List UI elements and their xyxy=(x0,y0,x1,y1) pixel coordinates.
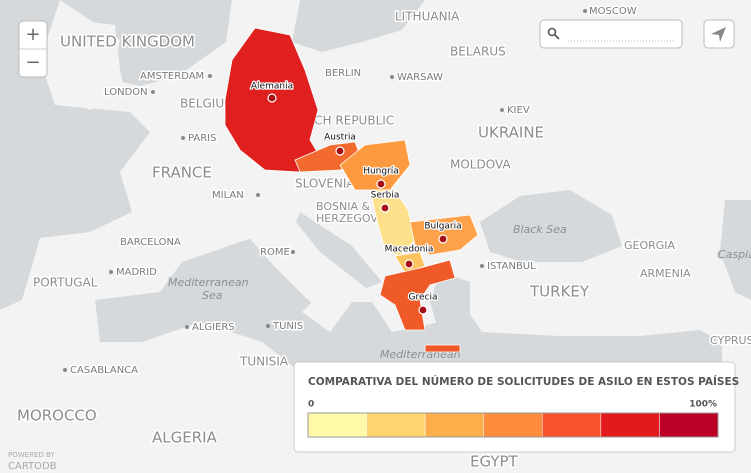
country-name: Alemania xyxy=(251,82,293,92)
legend-border xyxy=(307,412,719,438)
country-label: UNITED KINGDOM xyxy=(60,33,195,51)
country-label: CYPRUS xyxy=(710,334,751,347)
city-label: ALGIERS xyxy=(192,322,235,333)
country-shape xyxy=(379,259,461,353)
city-label: ISTANBUL xyxy=(487,261,536,272)
country-label: FRANCE xyxy=(152,164,212,182)
country-label: MOROCCO xyxy=(17,407,97,425)
country-label: SLOVENIA xyxy=(295,177,355,191)
attribution: POWERED BY xyxy=(8,451,55,459)
legend-swatch xyxy=(542,412,602,438)
city-label: TUNIS xyxy=(272,321,303,332)
legend-swatch xyxy=(366,412,426,438)
country-label: BOSNIA & xyxy=(316,200,370,213)
country-label: BELARUS xyxy=(450,45,506,59)
legend-swatch xyxy=(600,412,660,438)
city-label: PARIS xyxy=(188,133,216,144)
country-label: UKRAINE xyxy=(478,124,544,142)
legend-swatch xyxy=(424,412,484,438)
locate-button[interactable] xyxy=(703,19,735,49)
country-label: ALGERIA xyxy=(152,429,218,447)
city-label: AMSTERDAM xyxy=(140,71,204,82)
sea-label: Black Sea xyxy=(513,223,567,236)
city-label: MILAN xyxy=(212,190,244,201)
country-label: MOLDOVA xyxy=(450,158,511,172)
sea-label: Sea xyxy=(202,289,223,302)
land-overlay xyxy=(62,20,342,316)
country-label: EGYPT xyxy=(470,453,519,471)
city-label: MOSCOW xyxy=(589,6,637,17)
country-label: TUNISIA xyxy=(239,355,289,369)
legend-min: 0 xyxy=(308,400,314,410)
legend-max: 100% xyxy=(689,400,717,410)
country-name: Austria xyxy=(324,133,356,143)
legend: COMPARATIVA DEL NÚMERO DE SOLICITUDES DE… xyxy=(293,361,739,453)
country-label: LITHUANIA xyxy=(395,10,460,24)
sea-label: Caspian Sea xyxy=(718,248,751,261)
city-label: CASABLANCA xyxy=(70,365,138,376)
country-label: PORTUGAL xyxy=(33,276,98,290)
country-label: GEORGIA xyxy=(624,239,676,252)
country-shape xyxy=(339,139,411,191)
country-label: TURKEY xyxy=(529,283,590,301)
city-label: WARSAW xyxy=(397,72,443,83)
city-label: KIEV xyxy=(507,105,530,116)
city-label: ROME xyxy=(260,247,290,258)
zoom-in[interactable]: + xyxy=(25,24,40,45)
city-labels: MOSCOW AMSTERDAM BERLIN LONDON WARSAW KI… xyxy=(63,5,638,378)
country-markers: Alemania Austria Hungría Serbia Bulgaria… xyxy=(250,80,463,315)
legend-swatch xyxy=(659,412,719,438)
legend-title: COMPARATIVA DEL NÚMERO DE SOLICITUDES DE… xyxy=(308,375,739,388)
zoom-control: + − xyxy=(18,20,48,78)
search-box[interactable] xyxy=(539,19,683,49)
country-name: Grecia xyxy=(409,293,438,303)
city-label: BARCELONA xyxy=(120,237,181,248)
country-label: BELGIUM xyxy=(180,97,234,111)
city-label: MADRID xyxy=(116,267,157,278)
country-name: Bulgaria xyxy=(424,222,461,232)
legend-scale xyxy=(307,412,719,438)
city-label: LONDON xyxy=(104,87,148,98)
country-name: Serbia xyxy=(371,191,400,201)
sea-label: Mediterranean xyxy=(168,276,249,289)
country-name: Hungría xyxy=(363,167,399,177)
country-name: Macedonia xyxy=(385,245,434,255)
city-label: BERLIN xyxy=(325,68,361,79)
legend-swatch xyxy=(307,412,367,438)
country-label: ARMENIA xyxy=(640,267,691,280)
zoom-out[interactable]: − xyxy=(25,52,40,73)
legend-swatch xyxy=(483,412,543,438)
attribution: CARTODB xyxy=(8,461,57,472)
